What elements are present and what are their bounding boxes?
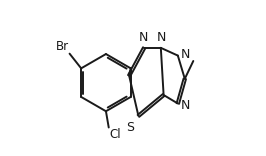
- Text: N: N: [181, 99, 190, 112]
- Text: Cl: Cl: [110, 128, 121, 141]
- Text: Br: Br: [56, 40, 69, 53]
- Text: N: N: [157, 31, 166, 44]
- Text: N: N: [181, 48, 190, 61]
- Text: S: S: [127, 121, 135, 134]
- Text: N: N: [139, 31, 148, 44]
